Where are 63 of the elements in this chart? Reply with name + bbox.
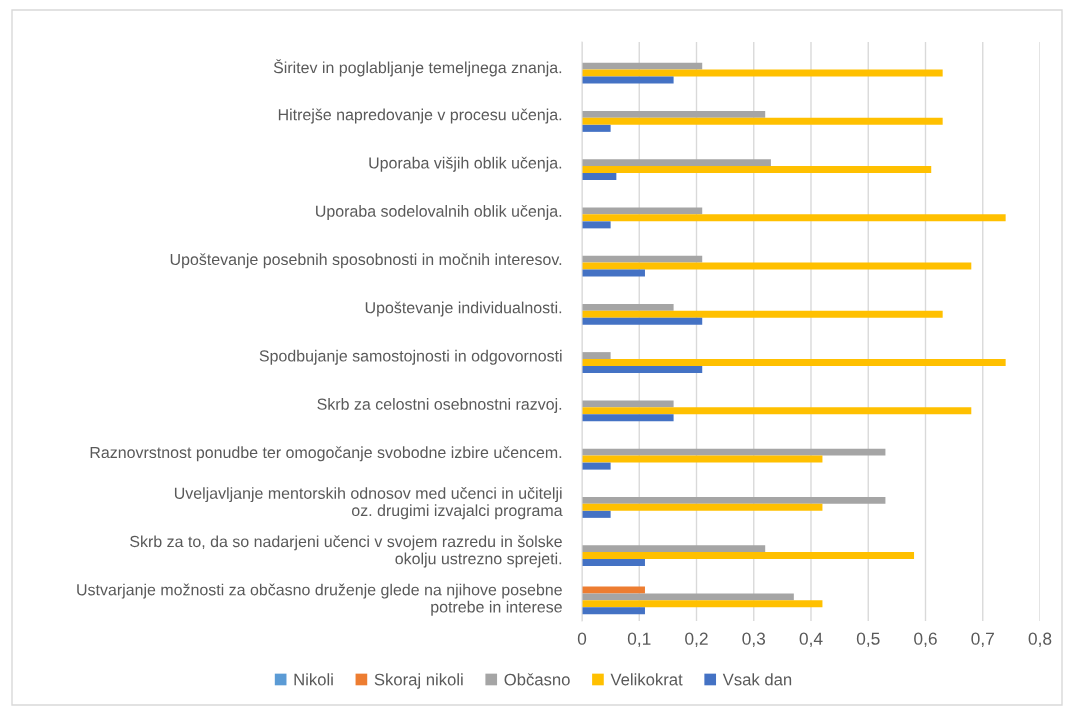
bar — [582, 455, 823, 463]
y-tick-label: Ustvarjanje možnosti za občasno druženje glede na njihove posebne potrebe in interese — [77, 583, 562, 616]
bar — [582, 593, 794, 601]
bar — [582, 359, 1006, 367]
legend-label: Vsak dan — [722, 673, 792, 686]
bar — [582, 352, 611, 360]
y-tick-label: Raznovrstnost ponudbe ter omogočanje svobodne izbire učencem. — [90, 446, 562, 462]
x-tick-label: 0 — [577, 632, 587, 645]
bar — [582, 510, 611, 518]
bar — [582, 62, 703, 70]
bar — [582, 407, 972, 415]
bar — [582, 117, 943, 125]
x-tick-label: 0,4 — [799, 632, 823, 647]
bar — [582, 462, 611, 470]
bar — [582, 310, 943, 318]
x-tick-label: 0,8 — [1028, 632, 1052, 647]
bar — [582, 221, 611, 229]
y-tick-label: Uveljavljanje mentorskih odnosov med učenci in učitelji oz. drugimi izvajalci programa — [174, 487, 563, 520]
bar — [582, 255, 703, 263]
bar — [582, 414, 674, 422]
legend-label: Skoraj nikoli — [374, 673, 463, 689]
x-tick-label: 0,2 — [685, 632, 708, 647]
bar — [582, 366, 703, 374]
bar — [582, 317, 703, 325]
y-tick-label: Upoštevanje posebnih sposobnosti in močnih interesov. — [170, 253, 562, 269]
bar — [582, 207, 703, 215]
y-tick-label: Uporaba višjih oblik učenja. — [369, 156, 562, 172]
bar — [582, 173, 617, 181]
y-tick-label: Upoštevanje individualnosti. — [365, 301, 562, 317]
bar — [582, 545, 766, 553]
y-tick-label: Spodbujanje samostojnosti in odgovornosti — [259, 349, 562, 365]
legend-label: Občasno — [504, 673, 570, 686]
x-tick-label: 0,1 — [627, 632, 651, 647]
y-tick-label: Širitev in poglabljanje temeljnega znanja. — [273, 59, 562, 77]
x-tick-label: 0,3 — [742, 632, 766, 647]
legend-label: Velikokrat — [610, 673, 683, 686]
bar — [582, 448, 886, 456]
bar — [582, 552, 915, 560]
y-tick-label: Hitrejše napredovanje v procesu učenja. — [278, 108, 562, 124]
x-tick-label: 0,6 — [914, 632, 937, 647]
bar — [582, 496, 886, 504]
x-tick-label: 0,5 — [856, 632, 880, 647]
bar — [582, 600, 823, 608]
bar — [582, 400, 674, 408]
bar — [582, 269, 645, 277]
legend-label: Nikoli — [294, 673, 333, 686]
bar — [582, 503, 823, 511]
bar — [582, 607, 645, 615]
bar — [582, 166, 932, 174]
bar — [582, 159, 771, 167]
bar — [582, 586, 645, 594]
bar — [582, 110, 766, 118]
y-tick-label: Skrb za to, da so nadarjeni učenci v svojem razredu in šolske okolju ustrezno sprejeti. — [130, 535, 562, 568]
y-tick-label: Skrb za celostni osebnostni razvoj. — [317, 398, 562, 413]
y-tick-label: Uporaba sodelovalnih oblik učenja. — [316, 205, 562, 220]
x-tick-label: 0,7 — [971, 632, 994, 647]
bar — [582, 76, 674, 84]
bar — [582, 124, 611, 132]
bar — [582, 262, 972, 270]
bar — [582, 69, 943, 77]
bar — [582, 303, 674, 311]
bar — [582, 559, 645, 567]
bar — [582, 214, 1006, 222]
